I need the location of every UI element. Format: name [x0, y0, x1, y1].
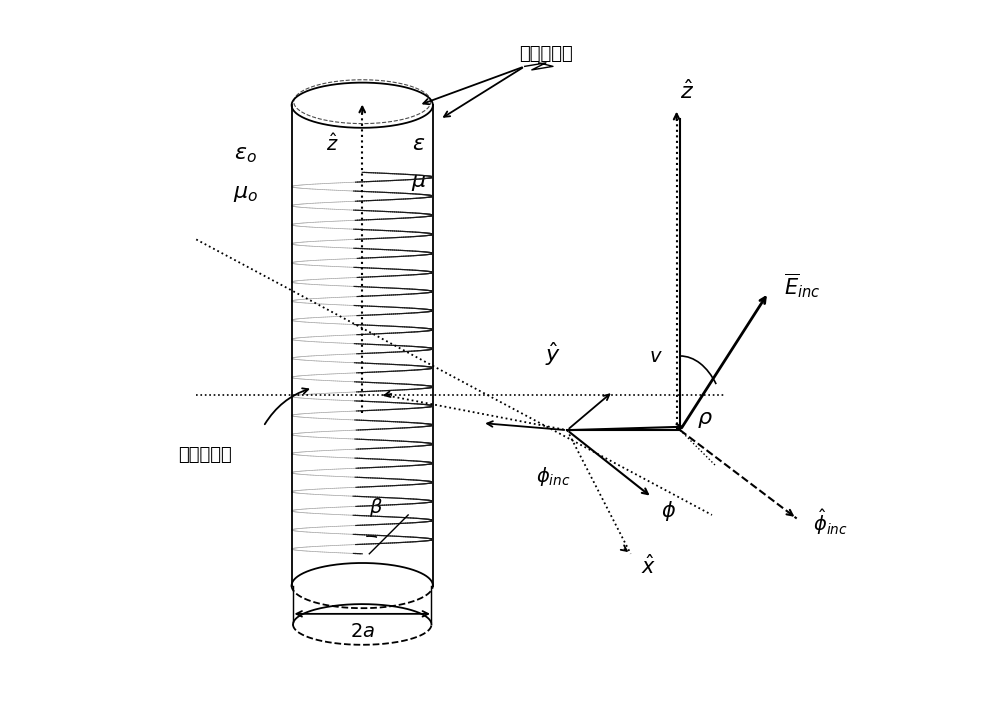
Text: $\mu$: $\mu$: [411, 173, 426, 193]
Text: $\hat{z}$: $\hat{z}$: [326, 133, 339, 155]
Text: $\mu_o$: $\mu_o$: [233, 184, 258, 204]
Text: $v$: $v$: [649, 347, 662, 365]
Text: $\hat{z}$: $\hat{z}$: [680, 79, 694, 103]
Text: $\varepsilon$: $\varepsilon$: [412, 134, 425, 154]
Text: $\phi$: $\phi$: [661, 499, 676, 523]
Text: $2a$: $2a$: [350, 622, 375, 641]
Text: $\overline{E}_{inc}$: $\overline{E}_{inc}$: [784, 271, 821, 300]
Text: $\varepsilon_o$: $\varepsilon_o$: [234, 145, 257, 164]
Text: 介质圆柱体: 介质圆柱体: [519, 45, 573, 63]
Text: $\hat{x}$: $\hat{x}$: [641, 555, 656, 578]
Text: 导电螺旋线: 导电螺旋线: [179, 446, 232, 464]
Text: $\beta$: $\beta$: [369, 496, 383, 519]
Text: $\phi_{inc}$: $\phi_{inc}$: [536, 465, 570, 488]
Text: $\hat{y}$: $\hat{y}$: [545, 341, 561, 369]
Text: $\hat{\phi}_{inc}$: $\hat{\phi}_{inc}$: [813, 507, 848, 537]
Text: $\rho$: $\rho$: [697, 409, 713, 429]
